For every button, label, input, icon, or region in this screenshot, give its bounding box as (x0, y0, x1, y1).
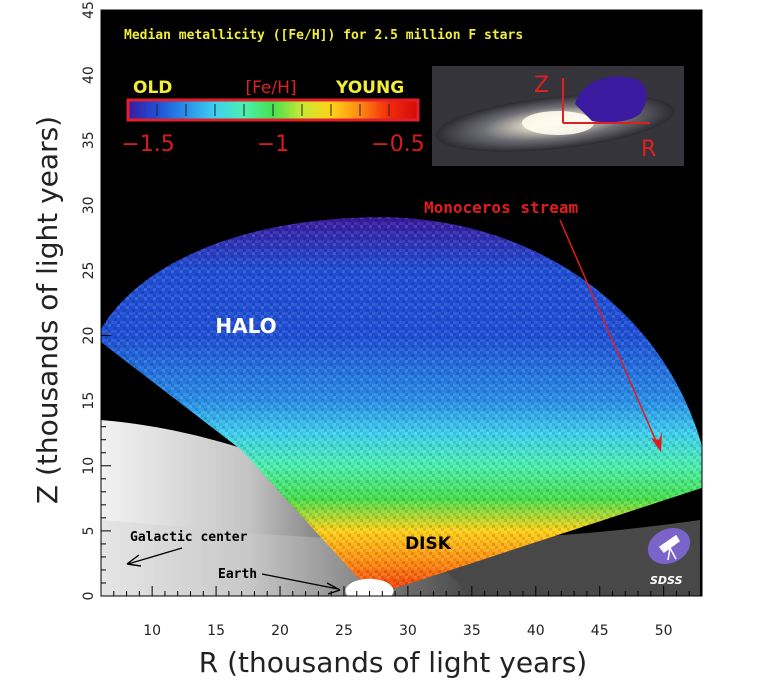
x-tick-label: 10 (143, 623, 161, 639)
plot-frame (100, 9, 703, 597)
colorbar-tick-label: −1.5 (121, 132, 174, 157)
monoceros-arrow-line (559, 219, 660, 449)
x-tick-label: 20 (271, 623, 289, 639)
inset-metallicity-wedge (575, 76, 647, 123)
galactic-center-arrow-line (127, 547, 183, 565)
x-tick-label: 50 (655, 623, 673, 639)
disk-label: DISK (405, 534, 452, 554)
galactic-center-arrowhead (126, 554, 142, 567)
sdss-logo-telescope-icon (658, 534, 680, 561)
colorbar-young-label: YOUNG (335, 78, 404, 98)
earth-arrowhead (326, 582, 341, 595)
x-tick-label: 25 (335, 623, 353, 639)
inset-z-label: Z (534, 73, 549, 98)
sdss-logo: SDSS (647, 528, 691, 587)
colorbar-tick-label: −1 (257, 132, 289, 157)
earth-label: Earth (218, 567, 257, 582)
y-tick-label: 15 (81, 392, 97, 410)
x-axis: 10 15 20 25 30 35 40 45 50 (113, 586, 703, 639)
monoceros-arrowhead (651, 432, 662, 452)
colorbar-ticks (156, 104, 390, 116)
inset-galaxy: Z R (432, 66, 684, 166)
colorbar: OLD [Fe/H] YOUNG −1.5 −1 −0.5 (121, 78, 424, 157)
colorbar-tick-label: −0.5 (371, 132, 424, 157)
x-tick-label: 45 (591, 623, 609, 639)
chart-title: Median metallicity ([Fe/H]) for 2.5 mill… (124, 28, 523, 43)
y-tick-label: 45 (81, 1, 97, 19)
x-tick-label: 30 (399, 623, 417, 639)
y-tick-label: 35 (81, 131, 97, 149)
x-tick-label: 40 (527, 623, 545, 639)
earth-notch (345, 578, 394, 596)
galactic-center-label: Galactic center (130, 530, 248, 545)
y-tick-label: 40 (81, 66, 97, 84)
x-tick-label: 35 (463, 623, 481, 639)
monoceros-label: Monoceros stream (424, 198, 578, 217)
y-tick-label: 25 (81, 262, 97, 280)
halo-label: HALO (215, 314, 276, 338)
inset-galaxy-core (522, 111, 594, 135)
colorbar-title: [Fe/H] (245, 78, 296, 98)
y-tick-label: 30 (81, 196, 97, 214)
y-axis: 0 5 10 15 20 25 30 35 40 45 (81, 1, 111, 600)
y-tick-label: 5 (81, 526, 97, 535)
y-tick-label: 10 (81, 457, 97, 475)
x-axis-label: R (thousands of light years) (199, 646, 587, 679)
colorbar-old-label: OLD (133, 78, 172, 98)
x-tick-label: 15 (207, 623, 225, 639)
metallicity-wedge-texture (101, 217, 702, 589)
sdss-logo-text: SDSS (650, 574, 683, 587)
inset-r-label: R (641, 137, 656, 162)
y-axis-label: Z (thousands of light years) (31, 116, 64, 504)
y-tick-label: 0 (81, 592, 97, 601)
y-tick-label: 20 (81, 327, 97, 345)
earth-arrow-line (261, 573, 339, 590)
